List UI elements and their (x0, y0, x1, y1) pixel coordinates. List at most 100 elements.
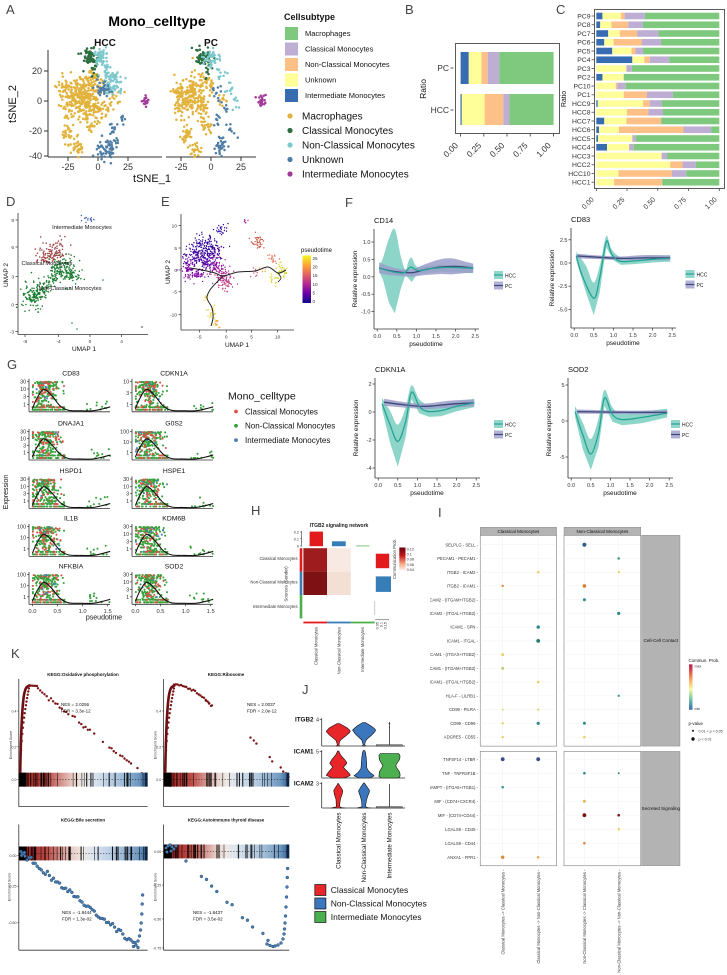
svg-text:1: 1 (126, 595, 129, 601)
svg-text:H: H (251, 503, 260, 518)
svg-text:Classical Monocytes: Classical Monocytes (305, 45, 374, 54)
svg-text:30: 30 (123, 525, 129, 531)
svg-text:PC9: PC9 (577, 13, 590, 20)
svg-text:PC: PC (204, 38, 218, 49)
svg-text:Mono_celltype: Mono_celltype (228, 391, 296, 403)
svg-text:-0.50: -0.50 (8, 921, 16, 925)
svg-text:IL1B: IL1B (64, 516, 78, 523)
svg-text:0.0: 0.0 (363, 275, 371, 281)
svg-text:PC8: PC8 (577, 22, 590, 29)
svg-text:0.1: 0.1 (407, 553, 412, 557)
svg-text:10: 10 (275, 335, 281, 341)
svg-text:-0.75: -0.75 (153, 947, 161, 951)
svg-text:9: 9 (11, 218, 14, 224)
svg-text:-8: -8 (23, 339, 28, 345)
svg-text:-0.50: -0.50 (153, 918, 161, 922)
svg-text:-10: -10 (170, 313, 177, 319)
svg-text:SELPLG - SELL -: SELPLG - SELL - (445, 542, 478, 547)
svg-text:Non-Classical Monocytes -> Cla: Non-Classical Monocytes -> Classical Mon… (582, 869, 587, 964)
svg-text:SOD2: SOD2 (568, 365, 588, 374)
svg-text:Non-Classical Monocytes: Non-Classical Monocytes (331, 899, 427, 909)
svg-text:CD14: CD14 (374, 216, 393, 225)
svg-text:PC1: PC1 (577, 92, 590, 99)
svg-text:Non-Classical Monocytes: Non-Classical Monocytes (38, 286, 101, 292)
svg-text:CD99 - CD99 -: CD99 - CD99 - (450, 721, 478, 726)
svg-text:6: 6 (11, 245, 14, 251)
svg-text:HLA-F - LILRB1 -: HLA-F - LILRB1 - (446, 693, 479, 698)
svg-text:30: 30 (123, 573, 129, 579)
svg-text:ICAM1 - (ITGAL+ITGB2) -: ICAM1 - (ITGAL+ITGB2) - (430, 680, 479, 685)
svg-text:Enrichment Score: Enrichment Score (9, 731, 13, 760)
svg-text:Cell-Cell Contact: Cell-Cell Contact (644, 638, 679, 643)
svg-text:0.4: 0.4 (12, 710, 17, 714)
svg-text:HSPE1: HSPE1 (163, 468, 186, 475)
svg-text:Non-Classical Monocytes: Non-Classical Monocytes (336, 627, 341, 674)
svg-text:1.5: 1.5 (104, 609, 112, 615)
svg-text:HCC: HCC (505, 274, 516, 280)
svg-text:NAMPT - (ITGA5+ITGB1) -: NAMPT - (ITGA5+ITGB1) - (430, 785, 479, 790)
svg-text:p < 0.01: p < 0.01 (699, 738, 712, 742)
svg-text:NFKBIA: NFKBIA (59, 564, 84, 571)
svg-text:Relative expression: Relative expression (549, 249, 556, 306)
svg-text:C: C (556, 2, 565, 17)
svg-text:0.5: 0.5 (156, 609, 164, 615)
svg-text:tSNE_1: tSNE_1 (133, 173, 171, 185)
svg-text:ICAM1: ICAM1 (294, 749, 314, 756)
svg-text:Relative expression: Relative expression (353, 399, 360, 456)
svg-text:5: 5 (316, 750, 319, 756)
svg-text:UMAP 2: UMAP 2 (3, 263, 10, 287)
svg-text:p-value: p-value (689, 721, 704, 726)
svg-text:Intermediate Monocytes: Intermediate Monocytes (245, 436, 330, 445)
svg-text:5: 5 (250, 335, 253, 341)
svg-text:pseudotime: pseudotime (409, 341, 443, 348)
svg-text:B: B (405, 2, 414, 17)
svg-text:E: E (161, 194, 170, 209)
svg-text:G0S2: G0S2 (165, 421, 183, 428)
svg-text:J: J (302, 682, 309, 697)
svg-text:1.5: 1.5 (433, 483, 441, 489)
svg-text:Macrophages: Macrophages (305, 29, 351, 38)
svg-text:3: 3 (126, 539, 129, 545)
svg-text:PC3: PC3 (577, 66, 590, 73)
svg-text:-4: -4 (367, 466, 372, 472)
svg-text:Classical Monocytes: Classical Monocytes (245, 407, 318, 416)
svg-text:pseudotime: pseudotime (606, 340, 640, 347)
svg-text:0: 0 (225, 335, 228, 341)
svg-text:1.0: 1.0 (363, 240, 371, 246)
svg-text:3: 3 (23, 444, 26, 450)
svg-text:PC7: PC7 (577, 31, 590, 38)
svg-text:Non-Classical Monocytes -> Non: Non-Classical Monocytes -> Non-Classical… (616, 869, 621, 973)
svg-text:TNFSF14 - LTBR -: TNFSF14 - LTBR - (443, 757, 478, 762)
svg-text:Secreted Signaling: Secreted Signaling (642, 806, 681, 811)
svg-text:PC2: PC2 (577, 75, 590, 82)
svg-text:30: 30 (20, 477, 26, 483)
svg-text:-3: -3 (10, 329, 15, 335)
svg-text:0.75: 0.75 (511, 140, 530, 159)
svg-text:A: A (6, 2, 15, 17)
svg-text:Enrichment Score: Enrichment Score (154, 873, 158, 902)
svg-text:-1.0: -1.0 (361, 310, 370, 316)
svg-text:100: 100 (120, 430, 129, 436)
svg-text:0.0: 0.0 (373, 334, 381, 340)
svg-text:HCC5: HCC5 (572, 136, 591, 143)
svg-text:HCC8: HCC8 (572, 110, 591, 117)
svg-text:3: 3 (126, 391, 129, 397)
svg-text:HCC: HCC (431, 105, 449, 115)
svg-text:Macrophages: Macrophages (302, 112, 363, 123)
svg-text:0: 0 (89, 339, 92, 345)
svg-text:TNF - TNFRSF1B -: TNF - TNFRSF1B - (442, 771, 479, 776)
svg-text:2.5: 2.5 (560, 238, 568, 244)
svg-text:ADGRE5 - CD55 -: ADGRE5 - CD55 - (444, 735, 479, 740)
svg-text:10: 10 (20, 536, 26, 542)
svg-text:-25: -25 (61, 162, 74, 172)
svg-text:1: 1 (23, 451, 26, 457)
svg-text:HCC7: HCC7 (572, 118, 591, 125)
svg-text:25: 25 (123, 162, 133, 172)
svg-text:0: 0 (368, 410, 371, 416)
svg-text:HSPD1: HSPD1 (60, 468, 83, 475)
svg-text:1.5: 1.5 (432, 334, 440, 340)
svg-text:CD83: CD83 (62, 370, 80, 377)
svg-text:1.5: 1.5 (629, 333, 637, 339)
svg-text:UMAP 1: UMAP 1 (225, 342, 249, 349)
svg-text:PC5: PC5 (577, 48, 590, 55)
